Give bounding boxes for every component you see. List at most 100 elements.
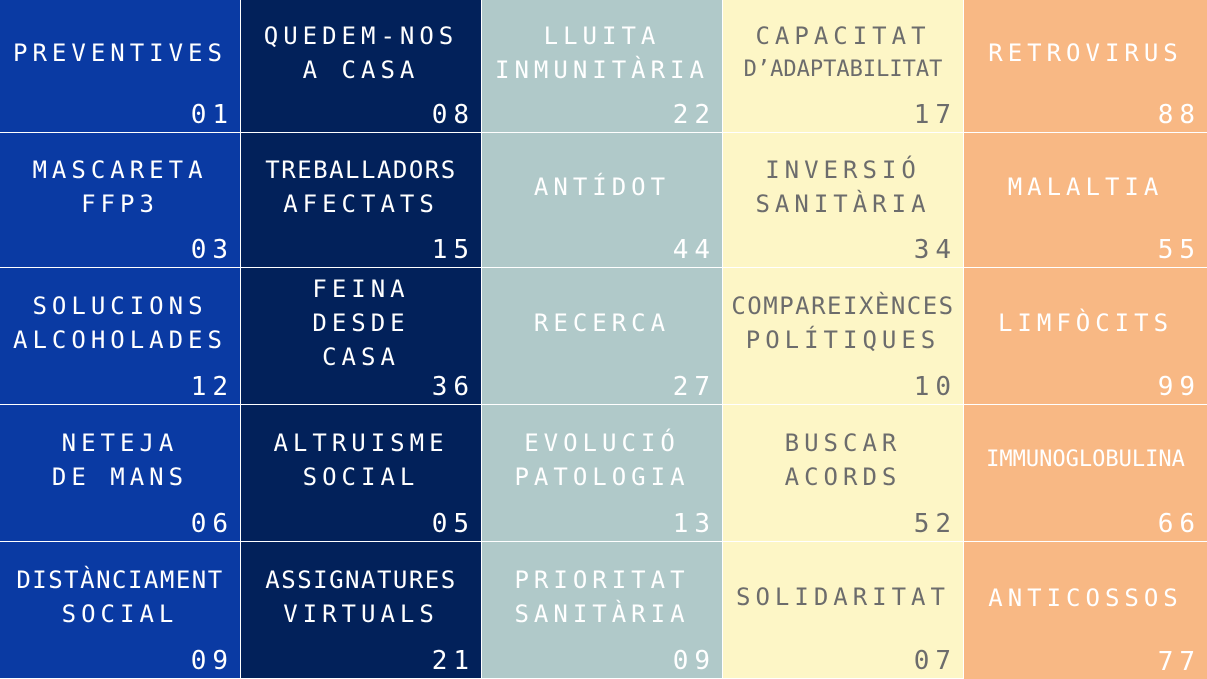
tile-label-line: FFP3 bbox=[81, 190, 159, 218]
tile-label-line: INVERSIÓ bbox=[765, 156, 921, 184]
tile-label-line: ALTRUISME bbox=[273, 429, 449, 457]
tile-number: 05 bbox=[431, 509, 475, 539]
tile-label-line: TREBALLADORS bbox=[265, 156, 457, 184]
tile-label: SOLUCIONS ALCOHOLADES bbox=[0, 268, 240, 378]
word-tile: FEINA DESDE CASA 36 bbox=[241, 268, 482, 405]
tile-label: PREVENTIVES bbox=[0, 0, 240, 106]
word-tile: MALALTIA 55 bbox=[964, 133, 1207, 268]
tile-label-line: SOCIAL bbox=[302, 463, 420, 491]
word-tile: INVERSIÓ SANITÀRIA 34 bbox=[723, 133, 964, 268]
tile-number: 09 bbox=[672, 646, 716, 676]
tile-label-line: ACORDS bbox=[784, 463, 902, 491]
tile-label: ANTÍDOT bbox=[482, 133, 722, 241]
tile-label-line: INMUNITÀRIA bbox=[495, 56, 709, 84]
word-tile: NETEJA DE MANS 06 bbox=[0, 405, 241, 542]
word-tile: QUEDEM-NOS A CASA 08 bbox=[241, 0, 482, 133]
tile-label-line: IMMUNOGLOBULINA bbox=[986, 447, 1185, 472]
tile-number: 03 bbox=[190, 235, 234, 265]
word-tile: COMPAREIXÈNCES POLÍTIQUES 10 bbox=[723, 268, 964, 405]
tile-label-line: ANTICOSSOS bbox=[988, 583, 1183, 612]
tile-label-line: ALCOHOLADES bbox=[13, 326, 227, 354]
tile-label: EVOLUCIÓ PATOLOGIA bbox=[482, 405, 722, 515]
word-tile: ANTICOSSOS 77 bbox=[964, 542, 1207, 679]
tile-label: ASSIGNATURES VIRTUALS bbox=[241, 542, 481, 652]
tile-label: QUEDEM-NOS A CASA bbox=[241, 0, 481, 106]
tile-label: RETROVIRUS bbox=[964, 0, 1207, 106]
tile-label: NETEJA DE MANS bbox=[0, 405, 240, 515]
tile-label: FEINA DESDE CASA bbox=[241, 268, 481, 378]
tile-label: SOLIDARITAT bbox=[723, 542, 963, 652]
tile-label: ALTRUISME SOCIAL bbox=[241, 405, 481, 515]
tile-label-line: CASA bbox=[322, 343, 400, 371]
tile-label: TREBALLADORS AFECTATS bbox=[241, 133, 481, 241]
tile-number: 88 bbox=[1157, 100, 1201, 130]
tile-label: BUSCAR ACORDS bbox=[723, 405, 963, 515]
tile-label-line: VIRTUALS bbox=[283, 600, 439, 628]
tile-number: 10 bbox=[913, 372, 957, 402]
word-tile: ASSIGNATURES VIRTUALS 21 bbox=[241, 542, 482, 679]
tile-label: COMPAREIXÈNCES POLÍTIQUES bbox=[723, 268, 963, 378]
tile-number: 36 bbox=[431, 372, 475, 402]
tile-number: 01 bbox=[190, 100, 234, 130]
tile-label-line: DE MANS bbox=[51, 463, 189, 491]
word-tile: DISTÀNCIAMENT SOCIAL 09 bbox=[0, 542, 241, 679]
tile-label: INVERSIÓ SANITÀRIA bbox=[723, 133, 963, 241]
tile-number: 06 bbox=[190, 509, 234, 539]
tile-label: MALALTIA bbox=[964, 133, 1207, 241]
tile-label-line: EVOLUCIÓ bbox=[524, 429, 680, 457]
tile-label: RECERCA bbox=[482, 268, 722, 378]
tile-label-line: NETEJA bbox=[61, 429, 179, 457]
tile-number: 66 bbox=[1157, 509, 1201, 539]
tile-number: 22 bbox=[672, 100, 716, 130]
tile-label-line: LIMFÒCITS bbox=[997, 309, 1174, 337]
word-tile: MASCARETA FFP3 03 bbox=[0, 133, 241, 268]
tile-number: 99 bbox=[1157, 372, 1201, 402]
tile-label-line: SANITÀRIA bbox=[755, 190, 931, 218]
word-tile: LLUITA INMUNITÀRIA 22 bbox=[482, 0, 723, 133]
tile-number: 21 bbox=[431, 646, 475, 676]
tile-number: 08 bbox=[431, 100, 475, 130]
tile-number: 09 bbox=[190, 646, 234, 676]
tile-label: LLUITA INMUNITÀRIA bbox=[482, 0, 722, 106]
tile-label-line: RETROVIRUS bbox=[988, 39, 1183, 67]
tile-number: 27 bbox=[672, 372, 716, 402]
tile-label-line: ANTÍDOT bbox=[533, 173, 671, 201]
word-tile: BUSCAR ACORDS 52 bbox=[723, 405, 964, 542]
word-tile: LIMFÒCITS 99 bbox=[964, 268, 1207, 405]
tile-label-line: SOCIAL bbox=[61, 600, 179, 628]
tile-label-line: PATOLOGIA bbox=[514, 463, 690, 491]
word-tile: SOLUCIONS ALCOHOLADES 12 bbox=[0, 268, 241, 405]
tile-number: 52 bbox=[913, 509, 957, 539]
word-tile: IMMUNOGLOBULINA 66 bbox=[964, 405, 1207, 542]
tile-label-line: COMPAREIXÈNCES bbox=[731, 292, 955, 320]
tile-number: 44 bbox=[672, 235, 716, 265]
word-tile: ANTÍDOT 44 bbox=[482, 133, 723, 268]
tile-number: 07 bbox=[913, 646, 957, 676]
tile-number: 55 bbox=[1157, 235, 1201, 265]
tile-label: CAPACITAT D’ADAPTABILITAT bbox=[723, 0, 963, 106]
tile-label-line: PREVENTIVES bbox=[13, 39, 227, 67]
tile-label-line: RECERCA bbox=[533, 309, 671, 337]
tile-label: IMMUNOGLOBULINA bbox=[964, 405, 1207, 515]
tile-label-line: SOLUCIONS bbox=[32, 292, 208, 320]
word-tile: RECERCA 27 bbox=[482, 268, 723, 405]
word-tile: PRIORITAT SANITÀRIA 09 bbox=[482, 542, 723, 679]
tile-number: 17 bbox=[913, 100, 957, 130]
tile-number: 34 bbox=[913, 235, 957, 265]
word-tile: RETROVIRUS 88 bbox=[964, 0, 1207, 133]
tile-number: 13 bbox=[672, 509, 716, 539]
tile-label-line: DESDE bbox=[312, 309, 410, 337]
tile-label-line: LLUITA bbox=[543, 22, 661, 50]
tile-number: 12 bbox=[190, 372, 234, 402]
word-tile: CAPACITAT D’ADAPTABILITAT 17 bbox=[723, 0, 964, 133]
tile-label: ANTICOSSOS bbox=[964, 542, 1207, 653]
tile-label-line: AFECTATS bbox=[283, 190, 439, 218]
tile-label-line: CAPACITAT bbox=[755, 22, 931, 50]
tile-number: 15 bbox=[431, 235, 475, 265]
tile-number: 77 bbox=[1157, 647, 1201, 677]
word-tile: SOLIDARITAT 07 bbox=[723, 542, 964, 679]
word-tile: PREVENTIVES 01 bbox=[0, 0, 241, 133]
tile-label-line: DISTÀNCIAMENT bbox=[16, 566, 224, 594]
tile-label: MASCARETA FFP3 bbox=[0, 133, 240, 241]
